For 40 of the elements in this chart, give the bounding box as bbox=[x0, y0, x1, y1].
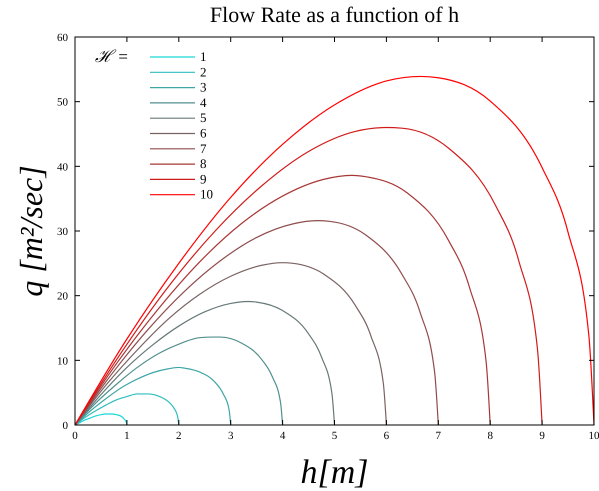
y-tick-label: 0 bbox=[62, 420, 68, 432]
legend-title: ℋ = bbox=[95, 47, 129, 66]
legend-label: 10 bbox=[200, 186, 213, 202]
x-tick-label: 6 bbox=[384, 430, 390, 442]
y-tick-label: 30 bbox=[57, 226, 68, 238]
x-tick-label: 8 bbox=[487, 430, 494, 442]
legend-label: 7 bbox=[200, 140, 207, 156]
line-series bbox=[74, 262, 387, 426]
y-tick-label: 60 bbox=[57, 32, 68, 44]
legend-label: 1 bbox=[200, 49, 206, 64]
legend-label: 5 bbox=[200, 110, 206, 126]
legend-label: 6 bbox=[200, 126, 207, 140]
x-tick-label: 9 bbox=[539, 430, 546, 442]
legend-label: 9 bbox=[200, 171, 206, 186]
line-series bbox=[74, 300, 336, 426]
y-axis-title: q [m²/sec] bbox=[13, 165, 49, 297]
y-tick-label: 40 bbox=[57, 161, 68, 174]
x-tick-label: 10 bbox=[588, 430, 599, 442]
legend-label: 8 bbox=[200, 156, 206, 172]
chart-title: Flow Rate as a function of h bbox=[210, 2, 460, 27]
x-tick-label: 4 bbox=[280, 430, 286, 442]
x-tick-label: 3 bbox=[228, 430, 234, 442]
y-tick-label: 10 bbox=[57, 355, 68, 368]
line-series bbox=[74, 336, 284, 426]
x-tick-label: 0 bbox=[72, 430, 78, 442]
line-series bbox=[74, 76, 595, 426]
line-series bbox=[74, 220, 439, 426]
x-tick-label: 7 bbox=[436, 430, 442, 442]
legend-label: 3 bbox=[200, 80, 206, 95]
x-tick-label: 1 bbox=[124, 430, 130, 442]
legend-label: 2 bbox=[200, 64, 206, 80]
line-series bbox=[74, 393, 180, 426]
legend-label: 4 bbox=[200, 94, 207, 110]
y-tick-label: 20 bbox=[57, 290, 68, 303]
line-series bbox=[74, 413, 128, 426]
x-tick-label: 5 bbox=[332, 430, 338, 442]
y-tick-label: 50 bbox=[57, 96, 68, 109]
line-series bbox=[74, 126, 543, 426]
x-axis-title: h[m] bbox=[300, 454, 369, 491]
x-tick-label: 2 bbox=[176, 430, 182, 442]
